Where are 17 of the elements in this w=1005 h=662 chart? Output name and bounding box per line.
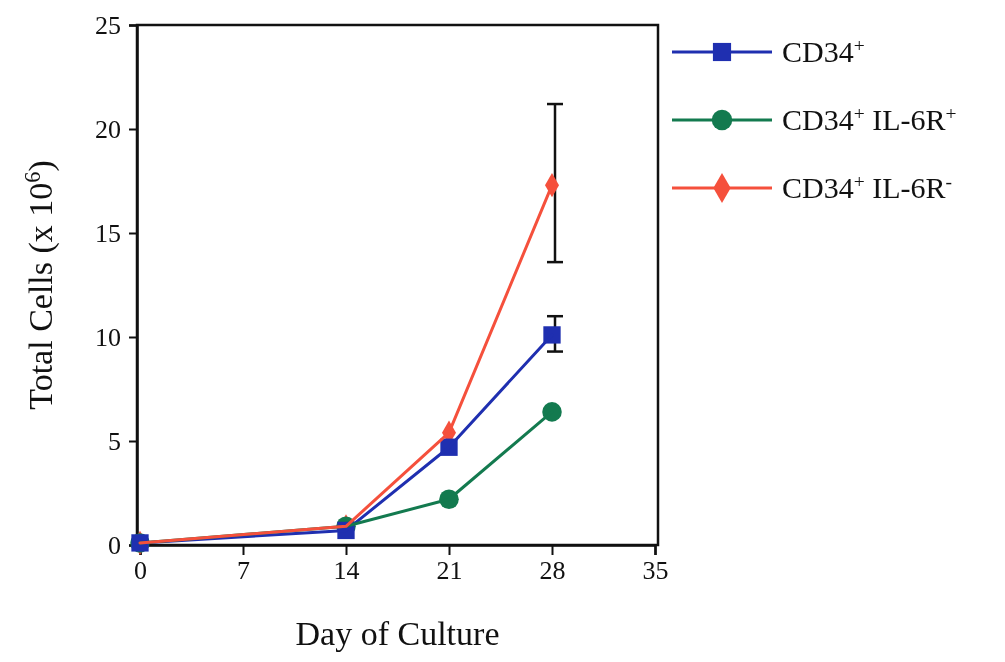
y-tick-label: 15 [95, 218, 121, 248]
x-tick-label: 35 [642, 556, 669, 586]
x-tick-label: 14 [333, 556, 360, 586]
x-tick-label: 0 [134, 556, 147, 586]
x-tick-label: 28 [539, 556, 566, 586]
x-tick-label: 21 [436, 556, 463, 586]
legend-label: CD34$^{+}$ IL-6R$^{+}$ [782, 102, 957, 136]
y-tick-label: 0 [108, 530, 121, 560]
legend-label: CD34$^{+}$ IL-6R$^{-}$ [782, 170, 953, 204]
x-axis-title: Day of Culture [295, 615, 500, 652]
y-tick-label: 10 [95, 322, 121, 352]
y-tick-label: 20 [95, 114, 121, 144]
x-tick-label: 7 [237, 556, 250, 586]
y-tick-label: 5 [108, 426, 121, 456]
point [543, 326, 561, 344]
y-tick-label: 25 [95, 10, 121, 40]
legend-label: CD34$^{+}$ [782, 34, 865, 68]
